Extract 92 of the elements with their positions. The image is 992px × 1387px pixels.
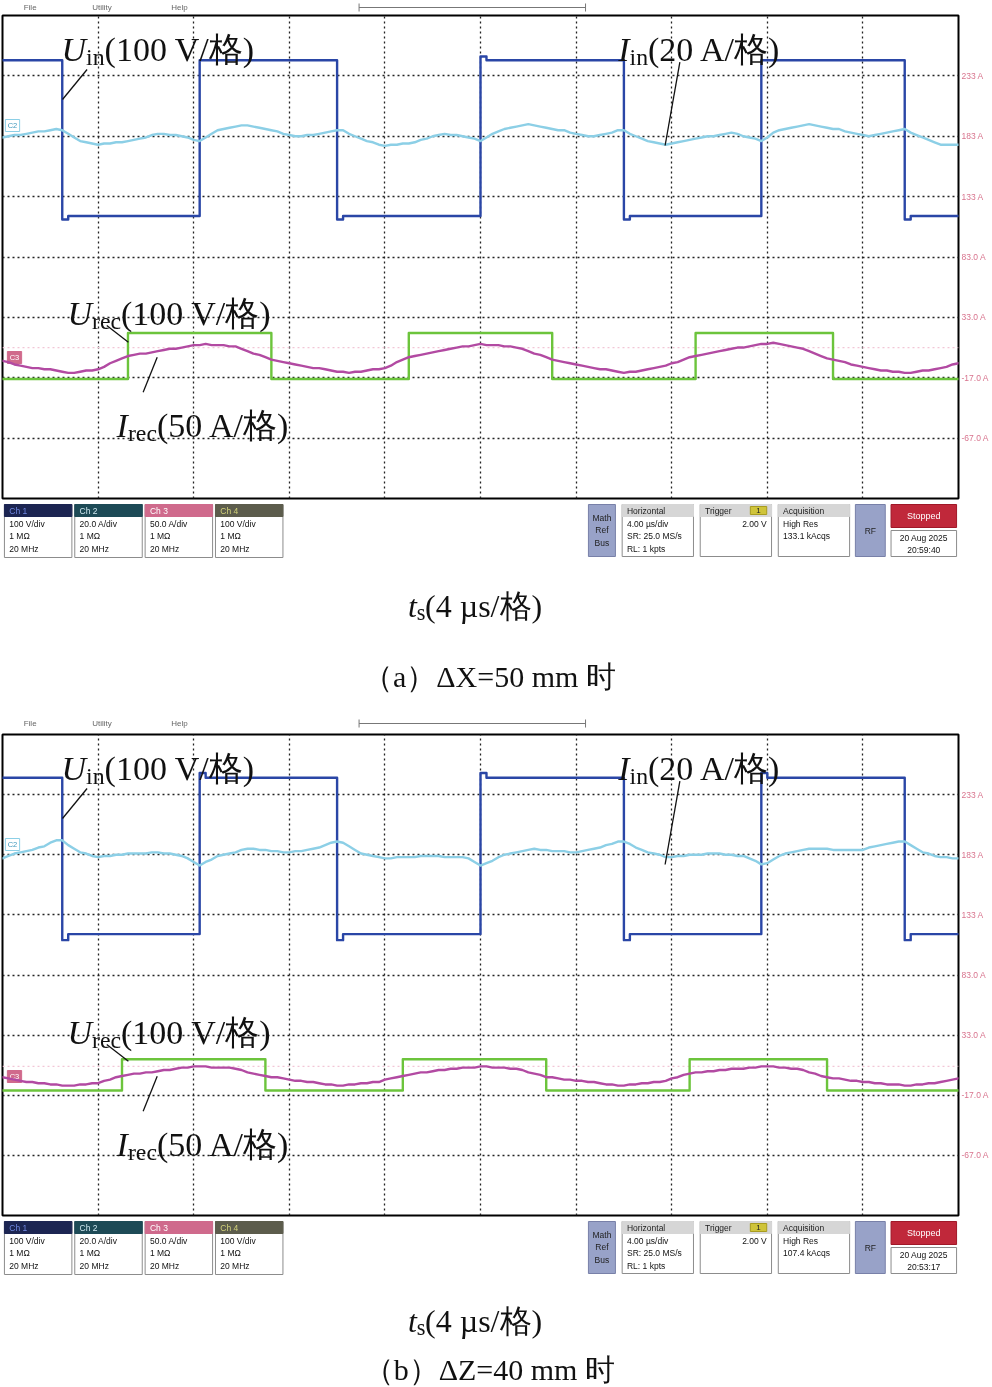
text: （b）ΔZ=40 mm 时 bbox=[363, 1353, 615, 1386]
text: 20 MHz bbox=[220, 1260, 250, 1271]
text: Math bbox=[592, 512, 612, 523]
text: 100 V/div bbox=[220, 518, 257, 529]
text: Utility bbox=[92, 719, 112, 728]
text: SR: 25.0 MS/s bbox=[626, 531, 682, 541]
text: 50.0 A/div bbox=[149, 1235, 189, 1246]
text: Ch 3 bbox=[149, 1222, 169, 1233]
text: File bbox=[23, 719, 38, 728]
y-tick-label: 133 A bbox=[961, 191, 984, 202]
text: 20 Aug 2025 bbox=[899, 532, 948, 543]
y-tick-label: 183 A bbox=[961, 849, 984, 860]
text: High Res bbox=[783, 1235, 819, 1246]
text: 1 MΩ bbox=[149, 1248, 171, 1258]
text: 1 MΩ bbox=[149, 531, 171, 541]
text: 50.0 A/div bbox=[149, 518, 189, 529]
text: 1 MΩ bbox=[9, 1248, 30, 1258]
text: Horizontal bbox=[626, 505, 666, 516]
text: Ch 1 bbox=[9, 1222, 28, 1233]
text: Ch 2 bbox=[79, 1222, 98, 1233]
y-tick-label: 233 A bbox=[961, 789, 984, 800]
text: Trigger bbox=[705, 1222, 732, 1233]
text: Stopped bbox=[907, 1228, 941, 1238]
text: 20 MHz bbox=[149, 543, 180, 554]
text: 20:53:17 bbox=[907, 1261, 941, 1272]
text: File bbox=[23, 3, 38, 12]
y-tick-label: 33.0 A bbox=[961, 312, 986, 323]
text: Ch 1 bbox=[9, 505, 28, 516]
y-tick-label: 33.0 A bbox=[961, 1030, 986, 1041]
text: 20 MHz bbox=[9, 543, 39, 554]
text: Ch 2 bbox=[79, 505, 98, 516]
text: 20 Aug 2025 bbox=[899, 1249, 948, 1260]
text: RL: 1 kpts bbox=[626, 1260, 666, 1271]
text: 107.4 kAcqs bbox=[783, 1248, 830, 1258]
text: 20.0 A/div bbox=[79, 518, 118, 529]
line-series bbox=[2, 839, 959, 867]
text: Ref bbox=[595, 525, 610, 535]
y-tick-label: -67.0 A bbox=[961, 433, 989, 444]
text: Trigger bbox=[705, 505, 732, 516]
text: High Res bbox=[783, 518, 819, 529]
text: 20.0 A/div bbox=[79, 1235, 118, 1246]
text: 1 bbox=[756, 1223, 762, 1232]
text: Horizontal bbox=[626, 1222, 666, 1233]
text: Bus bbox=[594, 537, 610, 548]
text: SR: 25.0 MS/s bbox=[626, 1248, 682, 1258]
text: Help bbox=[171, 719, 189, 728]
text: 2.00 V bbox=[742, 518, 768, 529]
text: 1 MΩ bbox=[79, 1248, 101, 1258]
y-tick-label: -17.0 A bbox=[961, 372, 989, 383]
text: Math bbox=[592, 1229, 612, 1240]
y-tick-label: -17.0 A bbox=[961, 1090, 989, 1101]
text: Stopped bbox=[907, 511, 941, 521]
text: 100 V/div bbox=[9, 518, 46, 529]
line-series bbox=[2, 341, 959, 375]
text: Ch 4 bbox=[220, 505, 239, 516]
text: RL: 1 kpts bbox=[626, 543, 666, 554]
text: 20 MHz bbox=[149, 1260, 180, 1271]
text: （a）ΔX=50 mm 时 bbox=[362, 660, 616, 693]
y-tick-label: 233 A bbox=[961, 70, 984, 81]
text: 20 MHz bbox=[79, 1260, 109, 1271]
text: 4.00 µs/div bbox=[626, 518, 670, 529]
text: 1 MΩ bbox=[220, 1248, 241, 1258]
text: Help bbox=[171, 3, 189, 12]
text: 1 MΩ bbox=[9, 531, 30, 541]
text: 20:59:40 bbox=[907, 544, 941, 555]
text: 20 MHz bbox=[220, 543, 250, 554]
y-tick-label: -67.0 A bbox=[961, 1150, 989, 1161]
text: Ch 4 bbox=[220, 1222, 239, 1233]
text: 1 MΩ bbox=[79, 531, 101, 541]
y-tick-label: 83.0 A bbox=[961, 970, 986, 980]
text: Ref bbox=[595, 1242, 610, 1252]
text: 100 V/div bbox=[9, 1235, 46, 1246]
y-tick-label: 183 A bbox=[961, 131, 984, 142]
text: RF bbox=[864, 525, 876, 536]
text: 20 MHz bbox=[79, 543, 109, 554]
text: Utility bbox=[92, 3, 112, 12]
text: 100 V/div bbox=[220, 1235, 257, 1246]
text: Acquisition bbox=[783, 505, 825, 516]
text: 133.1 kAcqs bbox=[783, 531, 830, 541]
text: Ch 3 bbox=[149, 505, 169, 516]
text: 2.00 V bbox=[742, 1235, 768, 1246]
text: 1 bbox=[756, 506, 762, 515]
line-series bbox=[2, 122, 959, 148]
text: 20 MHz bbox=[9, 1260, 39, 1271]
line-series bbox=[2, 1065, 959, 1087]
text: RF bbox=[864, 1242, 876, 1253]
text: Bus bbox=[594, 1254, 610, 1265]
text: 1 MΩ bbox=[220, 531, 241, 541]
y-tick-label: 83.0 A bbox=[961, 252, 986, 262]
text: Acquisition bbox=[783, 1222, 825, 1233]
text: 4.00 µs/div bbox=[626, 1235, 670, 1246]
y-tick-label: 133 A bbox=[961, 909, 984, 920]
